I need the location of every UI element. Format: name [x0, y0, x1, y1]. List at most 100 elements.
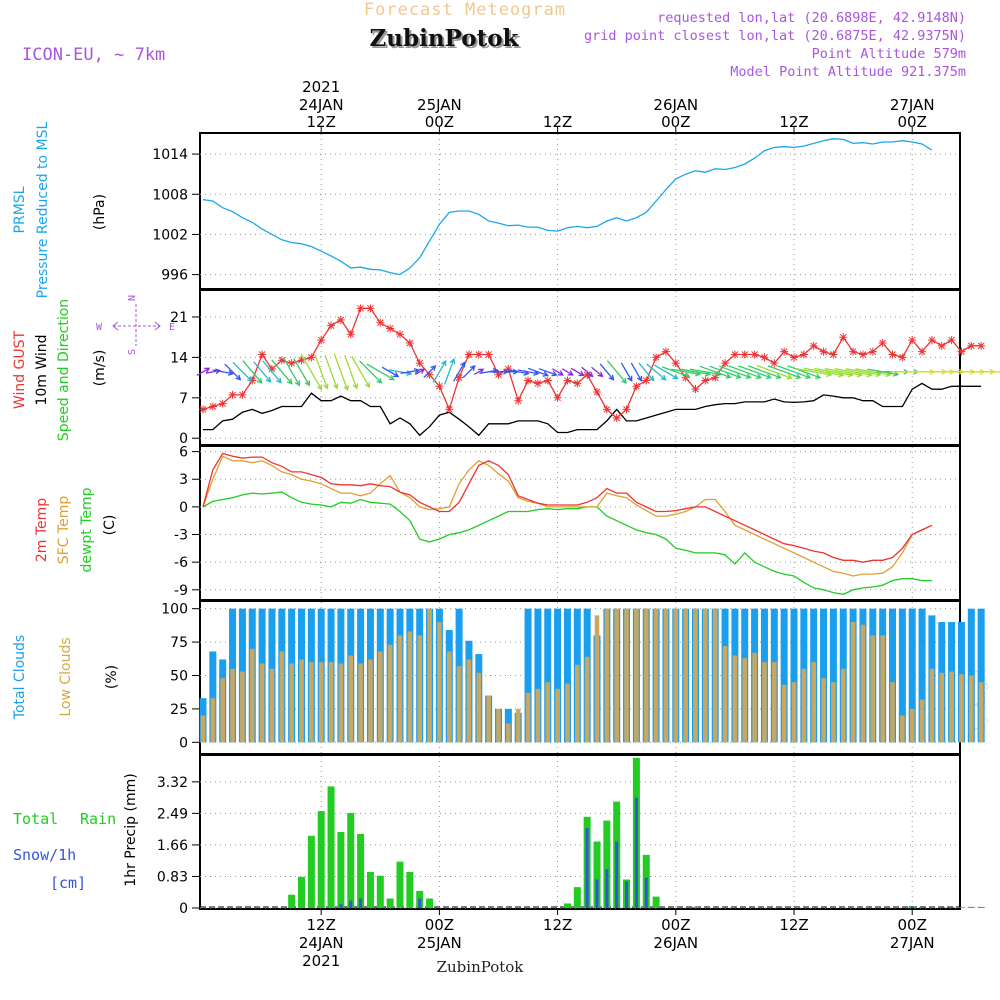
low-cloud-bar	[949, 671, 954, 743]
gust-marker	[386, 324, 395, 333]
low-cloud-bar	[407, 631, 413, 743]
gust-marker	[336, 315, 345, 324]
wind-direction-arrow	[414, 368, 426, 375]
wind-direction-arrow	[591, 366, 604, 378]
snow-bar	[910, 906, 914, 908]
gust-marker	[514, 396, 523, 405]
wind-direction-arrow	[561, 368, 574, 376]
low-cloud-bar	[653, 608, 659, 743]
y-tick-label: 2.49	[157, 806, 188, 822]
snow-bar	[418, 898, 422, 908]
wind-direction-arrow	[527, 367, 549, 377]
wind-direction-arrow	[728, 365, 763, 380]
wind-direction-arrow	[661, 366, 691, 379]
wind-direction-arrow	[212, 369, 235, 376]
rain-bar	[366, 871, 374, 908]
low-cloud-bar	[663, 608, 669, 743]
low-cloud-bar	[299, 659, 304, 743]
low-cloud-bar	[506, 723, 511, 743]
gust-marker	[898, 353, 907, 362]
gust-marker	[908, 336, 917, 345]
total-cloud-bar	[918, 608, 926, 743]
low-cloud-bar	[978, 682, 984, 743]
wind-direction-arrow	[767, 365, 802, 380]
wind-direction-arrow	[474, 368, 485, 375]
wind-direction-arrow	[599, 363, 615, 381]
low-cloud-bar	[890, 682, 895, 743]
low-cloud-bar	[624, 608, 629, 743]
low-cloud-bar	[348, 655, 354, 743]
gust-marker	[218, 399, 227, 408]
top-axis-time-label: 00Z	[425, 113, 454, 131]
gust-marker	[327, 321, 336, 330]
gust-marker	[612, 414, 621, 423]
low-cloud-bar	[545, 682, 551, 743]
gust-marker	[504, 364, 513, 373]
t2m-label: 2m Temp	[34, 498, 50, 562]
wind-direction-arrow	[271, 359, 293, 385]
total-cloud-bar	[977, 608, 985, 743]
low-cloud-bar	[476, 672, 482, 743]
wind-direction-arrow	[551, 368, 565, 376]
low-cloud-bar	[732, 655, 738, 743]
gust-marker	[455, 373, 464, 382]
low-cloud-bar	[200, 715, 206, 743]
gust-marker	[927, 336, 936, 345]
top-axis-year-label: 2021	[302, 78, 340, 96]
y-tick-label: 996	[161, 268, 188, 284]
y-tick-label: 3	[179, 472, 188, 488]
low-cloud-bar	[772, 662, 777, 743]
low-cloud-bar	[643, 608, 649, 743]
low-clouds-label: Low Clouds	[58, 637, 74, 716]
wind-direction-arrow	[646, 363, 667, 381]
wind-direction-arrow	[630, 362, 643, 383]
wind-direction-arrow	[232, 361, 253, 383]
low-cloud-bar	[939, 672, 945, 743]
snow-label: Snow/1h	[13, 846, 76, 864]
gust-marker	[258, 350, 267, 359]
dewpt-label: dewpt Temp	[79, 487, 95, 572]
low-cloud-bar	[831, 682, 836, 743]
rain-bar	[692, 906, 699, 908]
wind-direction-arrow	[787, 365, 822, 380]
snow-bar	[339, 904, 343, 908]
y-tick-label: 25	[170, 702, 188, 718]
total-cloud-bar	[534, 608, 542, 743]
low-cloud-bar	[397, 635, 403, 743]
gust-marker	[474, 350, 483, 359]
wind-direction-arrow	[748, 365, 782, 380]
gust-marker	[494, 370, 503, 379]
y-tick-label: 0	[179, 901, 188, 917]
low-cloud-bar	[427, 608, 432, 743]
wind-direction-arrow	[196, 367, 211, 376]
gust-marker	[238, 390, 247, 399]
gust-marker	[858, 350, 867, 359]
wind-direction-arrow	[224, 363, 242, 381]
low-cloud-bar	[584, 656, 590, 743]
low-cloud-bar	[417, 635, 422, 743]
low-cloud-bar	[555, 688, 560, 743]
low-cloud-bar	[703, 608, 708, 743]
top-axis-time-label: 12Z	[307, 113, 336, 131]
low-cloud-bar	[919, 699, 925, 743]
low-cloud-bar	[594, 615, 600, 743]
wind-direction-arrow	[344, 354, 359, 390]
gust-marker	[435, 382, 444, 391]
gust-marker	[839, 333, 848, 342]
gust-marker	[957, 347, 966, 356]
low-cloud-bar	[781, 684, 787, 743]
total-cloud-bar	[908, 608, 916, 743]
snow-bar	[625, 881, 629, 908]
y-tick-label: 0	[179, 500, 188, 516]
wind-direction-arrow	[462, 365, 476, 379]
top-axis-time-label: 00Z	[661, 113, 690, 131]
y-tick-label: -3	[174, 528, 188, 544]
rain-bar	[426, 898, 434, 908]
gust-marker	[868, 347, 877, 356]
y-tick-label: 0	[179, 735, 188, 751]
top-axis-date-label: 24JAN	[299, 96, 344, 114]
y-tick-label: 6	[179, 445, 188, 461]
wind-speed-series-line	[203, 382, 982, 437]
rain-label: Rain	[80, 810, 116, 828]
